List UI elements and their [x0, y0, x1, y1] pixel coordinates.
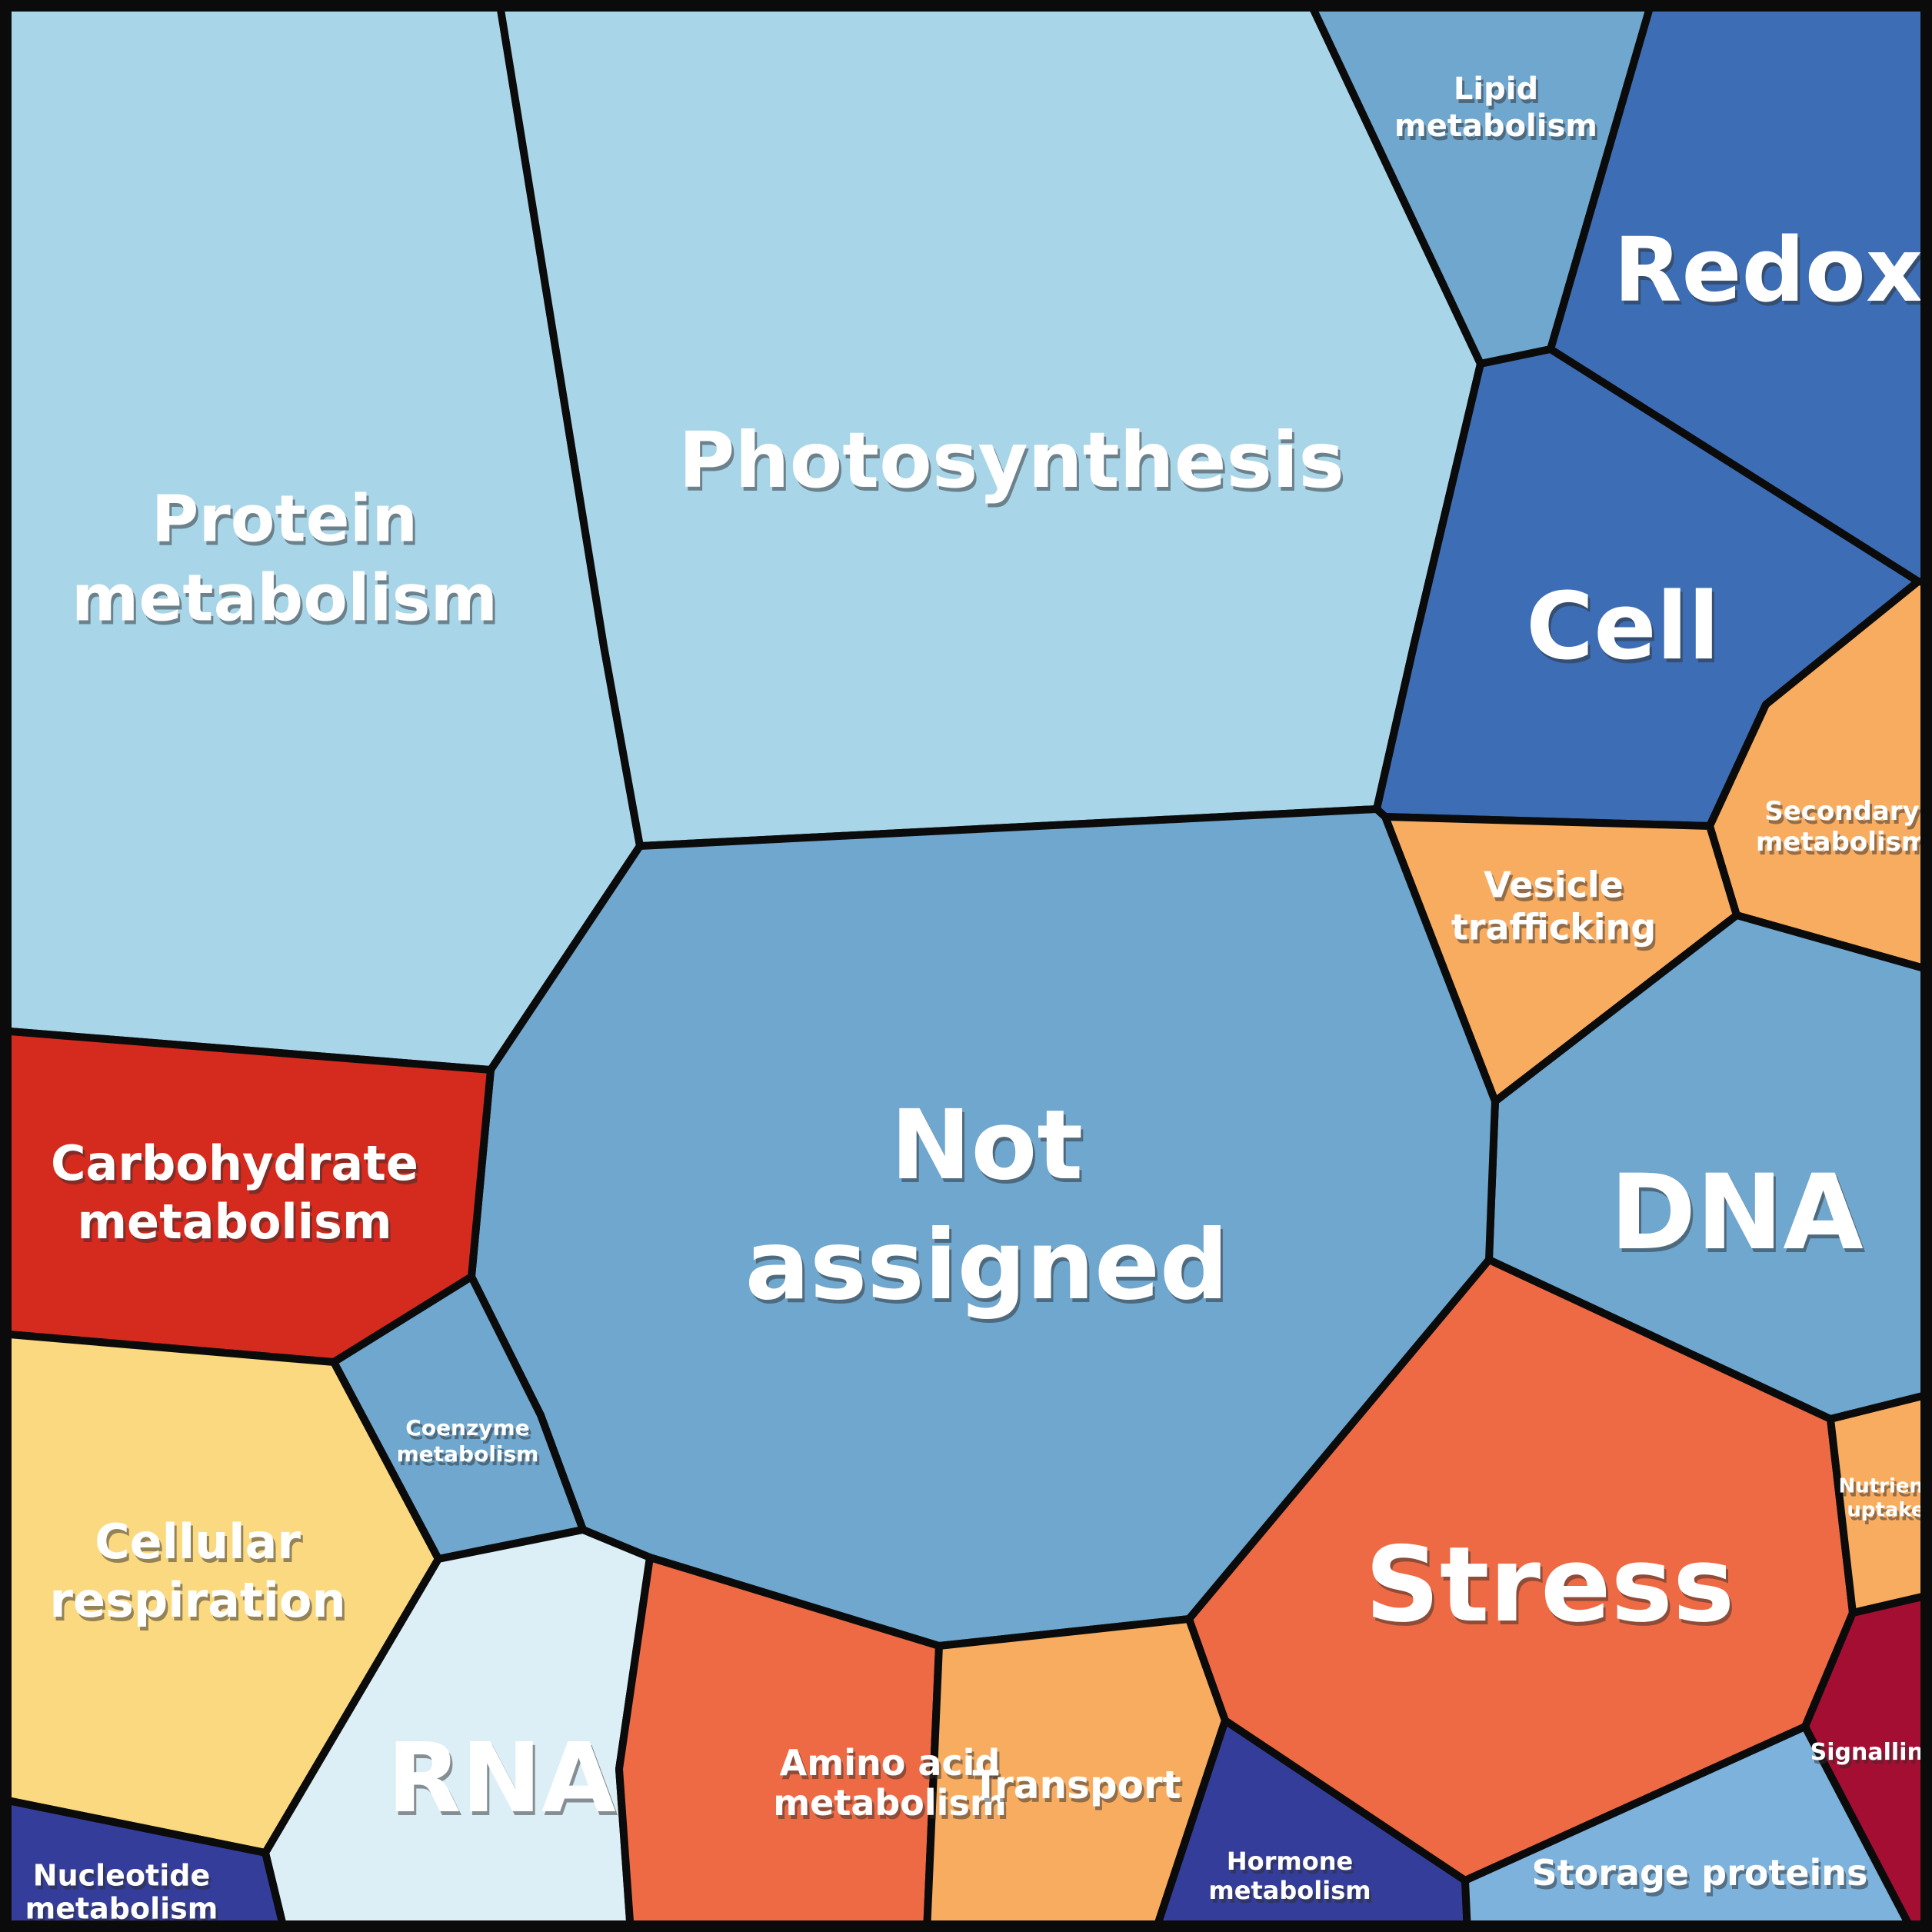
label-storage-proteins-shadow: Storage proteins [1534, 1856, 1870, 1897]
label-dna: DNA [1610, 1152, 1864, 1273]
cell-storage-proteins[interactable] [1461, 1723, 1917, 1932]
label-rna-shadow: RNA [389, 1727, 618, 1838]
label-nutrient-uptake: Nutrient uptake [1838, 1475, 1932, 1522]
label-protein-metabolism: Protein metabolism [72, 481, 498, 636]
label-storage-proteins: Storage proteins [1532, 1852, 1868, 1894]
label-hormone-metabolism-shadow: Hormone metabolism [1211, 1850, 1373, 1909]
label-vesicle-trafficking: Vesicle trafficking [1451, 864, 1656, 948]
label-hormone-metabolism: Hormone metabolism [1208, 1847, 1371, 1905]
label-photosynthesis-shadow: Photosynthesis [681, 419, 1347, 509]
cell-nucleotide-metabolism[interactable] [0, 1795, 288, 1932]
cell-amino-acid-metabolism[interactable] [615, 1554, 943, 1932]
label-secondary-metabolism: Secondary metabolism [1756, 796, 1928, 858]
label-rna: RNA [387, 1723, 616, 1834]
label-nutrient-uptake-shadow: Nutrient uptake [1840, 1479, 1932, 1526]
cell-nutrient-uptake[interactable] [1827, 1390, 1932, 1617]
label-carbohydrate-metabolism-shadow: Carbohydrate metabolism [53, 1139, 421, 1254]
label-lipid-metabolism-shadow: Lipid metabolism [1397, 75, 1600, 148]
label-coenzyme-metabolism: Coenzyme metabolism [397, 1415, 539, 1467]
label-redox-shadow: Redox [1616, 223, 1925, 326]
label-cellular-respiration: Cellular respiration [49, 1514, 345, 1628]
label-transport: Transport [972, 1763, 1181, 1807]
label-lipid-metabolism: Lipid metabolism [1394, 72, 1597, 144]
label-cell-shadow: Cell [1528, 578, 1722, 685]
label-not-assigned: Not assigned [745, 1090, 1229, 1321]
label-photosynthesis: Photosynthesis [678, 415, 1344, 505]
label-secondary-metabolism-shadow: Secondary metabolism [1758, 800, 1930, 861]
label-cell: Cell [1526, 574, 1720, 681]
label-protein-metabolism-shadow: Protein metabolism [74, 485, 500, 640]
label-redox: Redox [1614, 219, 1923, 322]
label-dna-shadow: DNA [1612, 1156, 1866, 1277]
label-transport-shadow: Transport [974, 1767, 1183, 1811]
label-signalling-shadow: Signalling [1813, 1743, 1932, 1770]
label-cellular-respiration-shadow: Cellular respiration [52, 1517, 348, 1632]
label-carbohydrate-metabolism: Carbohydrate metabolism [51, 1135, 418, 1250]
label-coenzyme-metabolism-shadow: Coenzyme metabolism [399, 1419, 541, 1471]
label-amino-acid-metabolism-shadow: Amino acid metabolism [775, 1746, 1009, 1827]
label-amino-acid-metabolism: Amino acid metabolism [773, 1742, 1007, 1824]
label-vesicle-trafficking-shadow: Vesicle trafficking [1454, 868, 1658, 952]
label-stress-shadow: Stress [1367, 1528, 1737, 1649]
label-stress: Stress [1365, 1524, 1735, 1645]
label-signalling: Signalling [1810, 1739, 1932, 1766]
label-nucleotide-metabolism: Nucleotide metabolism [25, 1859, 218, 1926]
label-not-assigned-shadow: Not assigned [748, 1094, 1231, 1325]
